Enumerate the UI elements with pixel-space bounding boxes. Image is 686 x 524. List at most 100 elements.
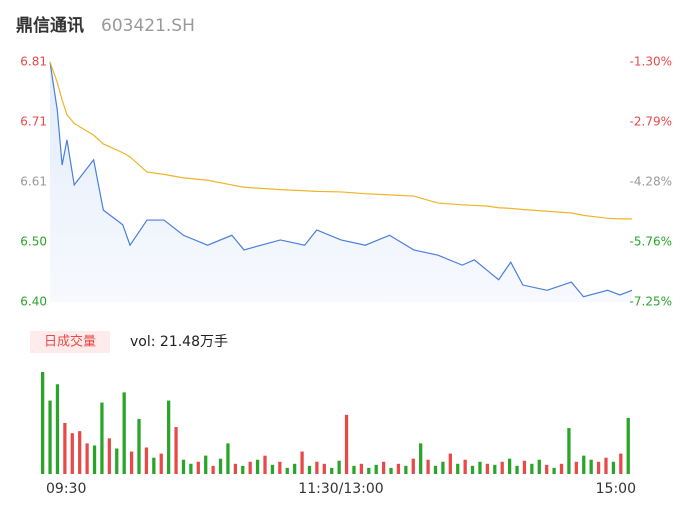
y2-tick-label: -1.30% [630,55,672,69]
volume-bar [404,465,408,474]
y-tick-label: 6.61 [20,175,47,189]
volume-bar [426,459,430,474]
y-tick-label: 6.71 [20,115,47,129]
volume-bar [248,461,252,474]
average-line [49,61,632,220]
volume-bar [307,465,312,474]
volume-label: 日成交量 [44,334,96,350]
volume-bar [204,455,208,474]
volume-bar [448,453,452,474]
price-area [50,62,632,302]
volume-bar [485,463,490,474]
volume-bar [255,459,260,474]
volume-bar [263,455,267,474]
volume-bar [92,445,97,474]
volume-bar [270,464,275,474]
volume-bar [78,431,82,474]
y-tick-label: 6.40 [20,295,47,309]
volume-bar [545,464,549,474]
volume-bar [115,448,119,474]
volume-bar [300,451,304,474]
volume-bar [337,460,341,474]
volume-bar [389,467,393,474]
volume-bar [322,463,326,474]
volume-bar [463,459,467,474]
x-tick-label: 15:00 [596,481,636,497]
volume-summary: vol: 21.48万手 [130,334,228,350]
y-tick-label: 6.50 [20,235,47,249]
x-tick-label: 09:30 [46,481,86,497]
volume-bar [85,443,89,474]
volume-bar [152,457,156,474]
volume-bar [226,443,230,474]
volume-bar [63,423,67,474]
y2-tick-label: -5.76% [630,235,672,249]
y2-tick-label: -4.28% [630,175,672,189]
y2-tick-label: -2.79% [630,115,672,129]
volume-bar [619,453,623,474]
volume-bar [574,461,578,474]
volume-bar [589,459,593,474]
volume-bar [530,463,534,474]
volume-bar [374,464,378,474]
volume-bar [189,463,193,474]
volume-bar [315,461,319,474]
volume-bar [500,461,504,474]
stock-code: 603421.SH [101,16,195,36]
volume-bar [107,438,111,474]
volume-bar [611,461,616,474]
volume-bar [419,443,423,474]
volume-bar [122,392,126,474]
volume-bar [211,465,215,474]
volume-bar [470,465,475,474]
price-line [49,61,633,298]
volume-bar [537,459,541,474]
volume-bar [144,447,149,474]
x-tick-label: 11:30/13:00 [298,481,383,497]
volume-bar [359,463,364,474]
volume-bar [367,467,371,474]
volume-bar [559,463,564,474]
volume-bar [411,458,415,474]
volume-bar [567,428,571,474]
volume-bar [278,461,282,474]
volume-bar [241,465,245,474]
stock-name: 鼎信通讯 [16,15,84,36]
volume-bar [604,457,608,474]
volume-bar [493,464,497,474]
volume-bar [196,461,200,474]
volume-bar [293,463,297,474]
volume-bar [515,465,519,474]
volume-bar [159,453,163,474]
volume-bar [381,461,386,474]
volume-bar [396,463,401,474]
volume-bar [129,451,134,474]
volume-bar [441,461,445,474]
volume-bar [174,427,178,474]
y-tick-label: 6.81 [20,55,47,69]
volume-bar [522,460,527,474]
volume-bar [352,465,356,474]
volume-bar [344,414,349,474]
volume-label-bg [30,331,110,353]
volume-bar [552,467,556,474]
y2-tick-label: -7.25% [630,295,672,309]
volume-bar [330,467,334,474]
volume-bar [41,372,45,474]
volume-bar [433,465,438,474]
volume-bar [55,384,60,474]
volume-bar [167,400,171,474]
volume-bar [181,459,186,474]
volume-bar [478,461,482,474]
volume-bar [100,402,104,474]
volume-bar [507,458,512,474]
volume-bar [285,467,289,474]
volume-bar [137,418,141,474]
volume-bar [218,458,223,474]
volume-bar [456,463,460,474]
volume-bar [582,455,586,474]
volume-bar [70,433,74,474]
volume-bar [48,400,52,474]
volume-bar [596,461,601,474]
